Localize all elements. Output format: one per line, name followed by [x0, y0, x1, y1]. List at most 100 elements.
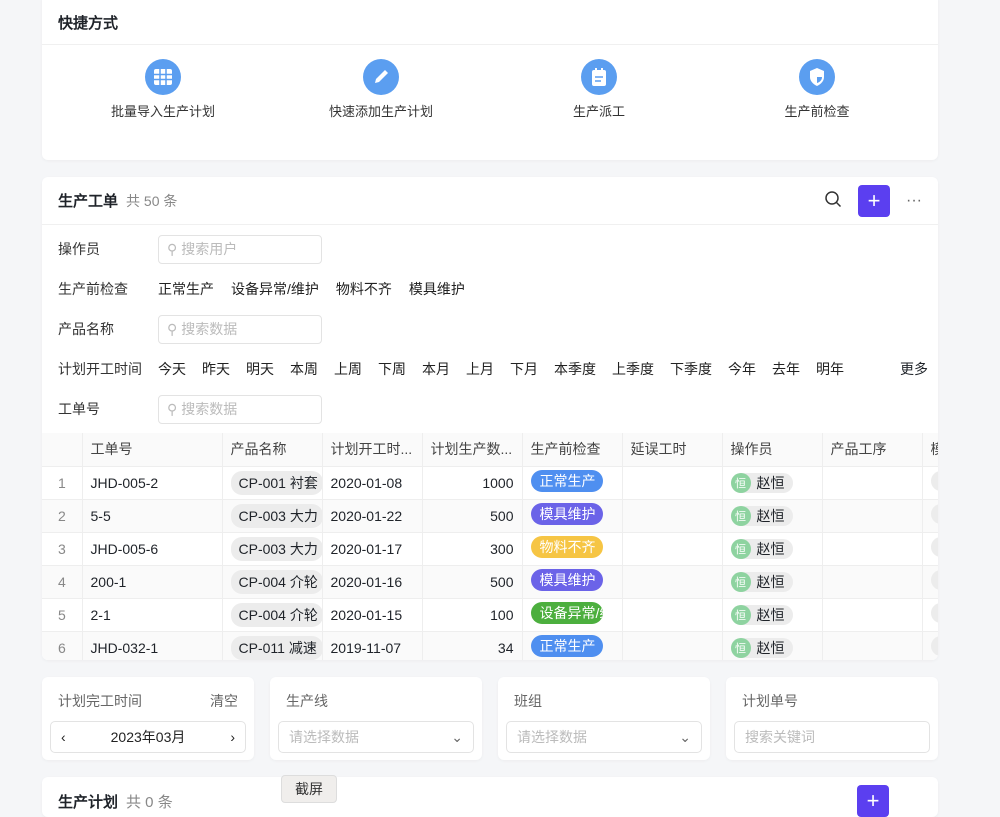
row-index: 2 [42, 499, 83, 533]
date-option[interactable]: 下季度 [670, 361, 712, 377]
chevron-right-icon[interactable]: › [230, 729, 235, 745]
process-cell [822, 466, 923, 500]
production-line-select[interactable]: 请选择数据 ⌄ [278, 721, 474, 753]
product-search-input[interactable]: ⚲ 搜索数据 [158, 314, 322, 344]
product-cell: CP-004 介轮 [222, 565, 323, 599]
search-icon[interactable] [824, 190, 842, 211]
product-tag: CP-004 介轮 [230, 569, 321, 594]
tag-placeholder [930, 537, 938, 557]
extra-cell [922, 598, 938, 632]
shortcut-batch-import[interactable]: 批量导入生产计划 [63, 59, 263, 120]
order-no-cell: JHD-005-6 [82, 532, 223, 566]
column-header[interactable]: 工单号 [82, 433, 223, 467]
avatar: 恒 [730, 472, 751, 493]
operator-tag: 恒赵恒 [730, 472, 793, 493]
row-index: 1 [42, 466, 83, 500]
work-orders-title: 生产工单 [58, 193, 119, 210]
plan-no-input[interactable]: 搜索关键词 [734, 721, 930, 753]
process-cell [822, 565, 923, 599]
avatar: 恒 [730, 505, 751, 526]
grid-table-icon [145, 59, 181, 95]
order-no-search-input[interactable]: ⚲ 搜索数据 [158, 394, 322, 424]
more-options-link[interactable]: 更多 [900, 361, 928, 377]
table-row[interactable]: 6 JHD-032-1 CP-011 减速 2019-11-07 34 正常生产… [42, 631, 938, 660]
column-header[interactable]: 计划生产数... [422, 433, 523, 467]
date-option[interactable]: 今年 [728, 361, 756, 377]
add-plan-button[interactable]: + [857, 785, 889, 817]
date-option[interactable]: 本周 [290, 361, 318, 377]
status-badge: 正常生产 [530, 635, 603, 657]
column-header[interactable]: 计划开工时... [322, 433, 423, 467]
column-header[interactable]: 产品工序 [822, 433, 923, 467]
precheck-option[interactable]: 模具维护 [408, 281, 465, 297]
date-option[interactable]: 明天 [246, 361, 274, 377]
quantity-cell: 300 [422, 532, 523, 566]
plan-no-filter: 计划单号 搜索关键词 [726, 677, 938, 760]
shortcut-dispatch[interactable]: 生产派工 [499, 59, 699, 120]
operator-tag: 恒赵恒 [730, 571, 793, 592]
product-cell: CP-003 大力 [222, 499, 323, 533]
chevron-left-icon[interactable]: ‹ [61, 729, 66, 745]
table-row[interactable]: 2 5-5 CP-003 大力 2020-01-22 500 模具维护 恒赵恒 [42, 499, 938, 533]
tag-placeholder [930, 636, 938, 656]
table-row[interactable]: 5 2-1 CP-004 介轮 2020-01-15 100 设备异常/维护 恒… [42, 598, 938, 632]
process-cell [822, 532, 923, 566]
date-option[interactable]: 上月 [466, 361, 494, 377]
row-index: 5 [42, 598, 83, 632]
product-cell: CP-003 大力 [222, 532, 323, 566]
column-header[interactable]: 模 [922, 433, 938, 467]
operator-cell: 恒赵恒 [722, 499, 823, 533]
team-select[interactable]: 请选择数据 ⌄ [506, 721, 702, 753]
tag-placeholder [930, 504, 938, 524]
start-date-cell: 2020-01-16 [322, 565, 423, 599]
date-option[interactable]: 去年 [772, 361, 800, 377]
filter-precheck: 生产前检查 正常生产 设备异常/维护 物料不齐 模具维护 [58, 281, 465, 297]
date-option[interactable]: 下周 [378, 361, 406, 377]
column-header[interactable]: 产品名称 [222, 433, 323, 467]
operator-cell: 恒赵恒 [722, 466, 823, 500]
team-filter: 班组 请选择数据 ⌄ [498, 677, 710, 760]
avatar: 恒 [730, 604, 751, 625]
column-header[interactable]: 生产前检查 [522, 433, 623, 467]
row-index: 4 [42, 565, 83, 599]
table-row[interactable]: 1 JHD-005-2 CP-001 衬套 2020-01-08 1000 正常… [42, 466, 938, 500]
precheck-option[interactable]: 设备异常/维护 [231, 281, 319, 297]
date-option[interactable]: 今天 [158, 361, 186, 377]
date-option[interactable]: 上周 [334, 361, 362, 377]
avatar: 恒 [730, 538, 751, 559]
date-option[interactable]: 本季度 [554, 361, 596, 377]
date-option[interactable]: 昨天 [202, 361, 230, 377]
status-badge: 正常生产 [530, 470, 603, 492]
process-cell [822, 499, 923, 533]
operator-tag: 恒赵恒 [730, 505, 793, 526]
process-cell [822, 598, 923, 632]
clear-button[interactable]: 清空 [210, 693, 238, 709]
index-header [42, 433, 83, 467]
shortcuts-card: 快捷方式 批量导入生产计划 快速添加生产计划 生产派工 生产前检查 [42, 0, 938, 160]
operator-tag: 恒赵恒 [730, 637, 793, 658]
date-option[interactable]: 上季度 [612, 361, 654, 377]
search-icon: ⚲ [167, 240, 178, 257]
precheck-option[interactable]: 物料不齐 [335, 281, 392, 297]
shortcut-quick-add[interactable]: 快速添加生产计划 [281, 59, 481, 120]
delay-cell [622, 598, 723, 632]
add-button[interactable]: + [858, 184, 891, 217]
more-icon[interactable]: ··· [906, 191, 922, 209]
table-row[interactable]: 3 JHD-005-6 CP-003 大力 2020-01-17 300 物料不… [42, 532, 938, 566]
date-option[interactable]: 本月 [422, 361, 450, 377]
order-no-cell: 2-1 [82, 598, 223, 632]
product-cell: CP-011 减速 [222, 631, 323, 660]
shield-icon [799, 59, 835, 95]
column-header[interactable]: 操作员 [722, 433, 823, 467]
search-icon: ⚲ [167, 400, 178, 417]
table-row[interactable]: 4 200-1 CP-004 介轮 2020-01-16 500 模具维护 恒赵… [42, 565, 938, 599]
operator-search-input[interactable]: ⚲ 搜索用户 [158, 234, 322, 264]
precheck-option[interactable]: 正常生产 [158, 281, 214, 297]
column-header[interactable]: 延误工时 [622, 433, 723, 467]
date-option[interactable]: 明年 [816, 361, 844, 377]
extra-cell [922, 466, 938, 500]
screenshot-button[interactable]: 截屏 [281, 775, 337, 803]
shortcut-precheck[interactable]: 生产前检查 [717, 59, 917, 120]
date-option[interactable]: 下月 [510, 361, 538, 377]
pencil-icon [363, 59, 399, 95]
